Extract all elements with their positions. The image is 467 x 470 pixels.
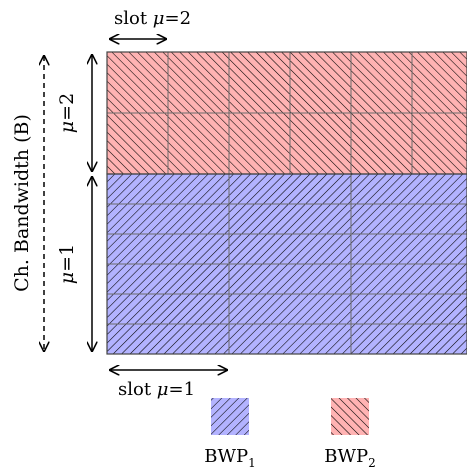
legend-bwp2-name: BWP — [324, 446, 368, 467]
legend-swatch-bwp1 — [211, 398, 249, 435]
mu2-symbol: μ — [56, 121, 78, 133]
mu1-label: μ=1 — [56, 244, 78, 284]
slot-mu2-label: slot μ=2 — [114, 8, 191, 29]
slot-mu2-text: slot — [114, 8, 153, 29]
mu2-value: =2 — [56, 93, 78, 121]
mu1-value: =1 — [56, 244, 78, 272]
legend-bwp1-sub: 1 — [248, 456, 256, 470]
mu2-label: μ=2 — [56, 93, 78, 133]
legend-bwp1-name: BWP — [204, 446, 248, 467]
legend-bwp2-sub: 2 — [368, 456, 376, 470]
bwp1-grid — [107, 174, 467, 354]
legend-label-bwp1: BWP1 — [204, 446, 255, 470]
slot-mu1-value: =1 — [169, 379, 196, 400]
slot-mu1-symbol: μ — [157, 379, 169, 400]
slot-mu1-label: slot μ=1 — [118, 379, 195, 400]
slot-mu1-text: slot — [118, 379, 157, 400]
channel-bandwidth-label: Ch. Bandwidth (B) — [11, 114, 33, 292]
slot-mu2-value: =2 — [165, 8, 192, 29]
legend-label-bwp2: BWP2 — [324, 446, 375, 470]
legend-swatch-bwp2 — [331, 398, 369, 435]
bwp1-outline — [106, 173, 467, 355]
slot-mu2-symbol: μ — [153, 8, 165, 29]
bwp2-grid — [107, 52, 467, 174]
mu1-symbol: μ — [56, 272, 78, 284]
